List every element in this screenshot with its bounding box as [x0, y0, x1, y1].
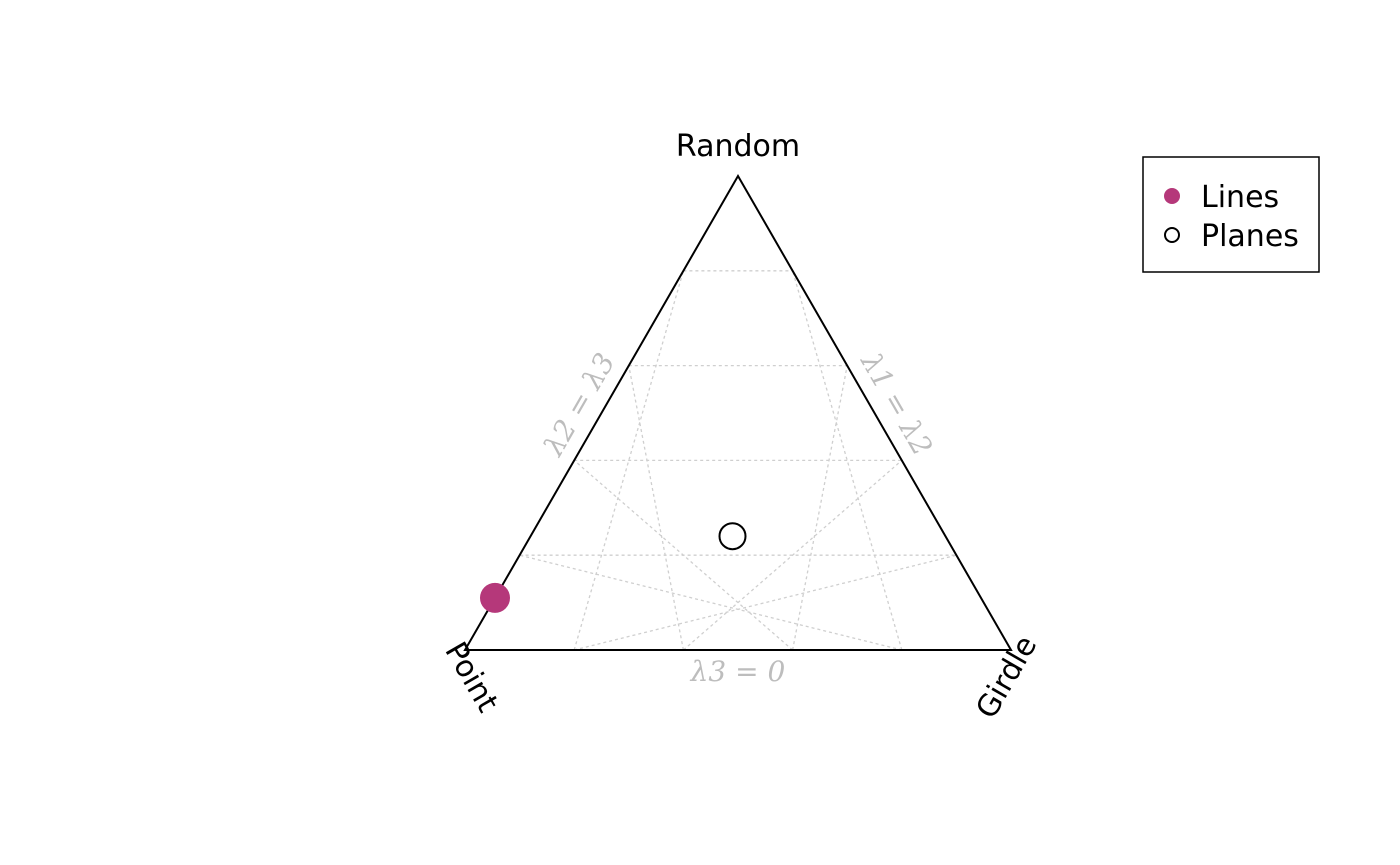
data-point-planes: [718, 522, 747, 551]
ternary-triangle: [463, 173, 1013, 651]
grid-line-diagonal-b: [682, 459, 903, 651]
legend-marker-lines: [1164, 188, 1180, 204]
vertex-label-point: Point: [437, 636, 505, 718]
vertex-label-random: Random: [676, 129, 800, 164]
legend-box: [1142, 156, 1320, 273]
data-point-lines: [480, 582, 510, 613]
grid-lines: [519, 270, 957, 651]
grid-line-diagonal-b: [791, 365, 848, 651]
legend: Lines Planes: [1142, 156, 1320, 273]
grid-line-diagonal-a: [573, 459, 794, 651]
legend-marker-planes: [1164, 227, 1180, 243]
data-points: [480, 522, 747, 613]
edge-label-right: λ1 = λ2: [854, 346, 939, 461]
vertex-label-girdle: Girdle: [969, 630, 1044, 725]
grid-line-diagonal-a: [519, 554, 902, 651]
legend-label-planes: Planes: [1201, 219, 1299, 254]
legend-label-lines: Lines: [1201, 180, 1279, 215]
grid-line-diagonal-a: [628, 365, 685, 651]
grid-line-diagonal-b: [574, 554, 957, 651]
edge-label-bottom: λ3 = 0: [690, 655, 786, 688]
edge-label-left: λ2 = λ3: [536, 347, 621, 462]
